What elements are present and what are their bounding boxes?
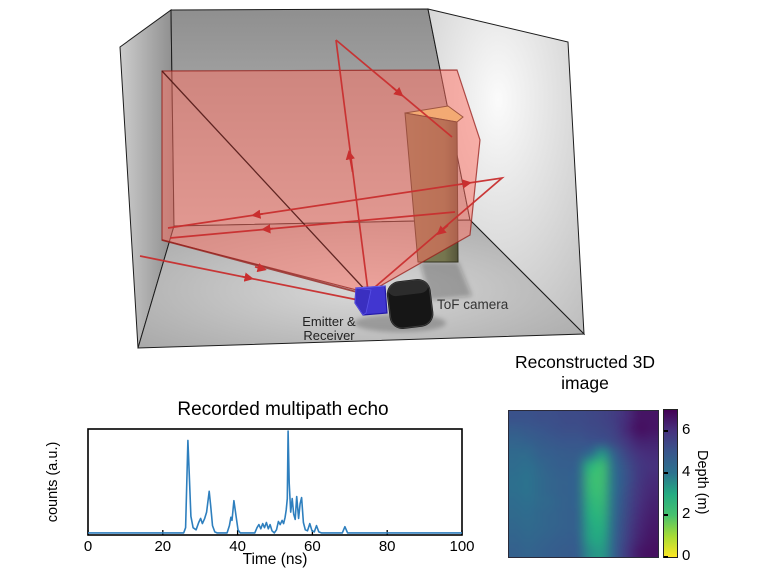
- arrow-to-emitter: [436, 224, 449, 236]
- echo-plot-box: [87, 428, 463, 536]
- colorbar-tick-label: 2: [682, 505, 691, 522]
- echo-signal-line: [88, 430, 462, 534]
- arrow-floor: [241, 272, 254, 282]
- arrow-down-right: [391, 86, 404, 97]
- ray-arrows: [241, 86, 472, 282]
- depth-image: [508, 410, 659, 558]
- colorbar-tick-label: 4: [682, 463, 691, 480]
- emitter-label-line2: Receiver: [303, 328, 355, 343]
- room-schematic: Emitter & Receiver ToF camera: [119, 8, 586, 349]
- arrow-up: [345, 150, 355, 173]
- colorbar-tick-mark: [664, 472, 668, 474]
- echo-tick-label: 80: [379, 538, 396, 555]
- arrow-fan-bottom: [254, 263, 267, 273]
- echo-tick-label: 60: [304, 538, 321, 555]
- echo-tick-label: 40: [229, 538, 246, 555]
- pillar-shadow: [420, 262, 472, 300]
- echo-tick-label: 100: [449, 538, 474, 555]
- echo-title: Recorded multipath echo: [177, 399, 388, 420]
- arrow-left-upper: [251, 209, 264, 219]
- colorbar-tick-mark: [664, 430, 668, 432]
- arrow-left-lower: [261, 224, 274, 234]
- echo-chart: Recorded multipath echo 0 20 40 60 80 100 Tim…: [45, 399, 475, 568]
- echo-x-ticks: 0 20 40 60 80 100: [84, 530, 475, 555]
- colorbar-tick-label: 6: [682, 421, 691, 438]
- emitter-box: [354, 285, 388, 316]
- echo-xlabel: Time (ns): [243, 551, 308, 568]
- ray-leftward: [169, 211, 456, 239]
- colorbar-tick-mark: [664, 514, 668, 516]
- fan-diagonal: [161, 70, 369, 294]
- ray-floor: [139, 255, 369, 303]
- colorbar-gradient: [664, 410, 677, 557]
- depth-image-title: Reconstructed 3D image: [514, 352, 656, 393]
- ray-wall-bounce: [167, 176, 505, 294]
- echo-ylabel: counts (a.u.): [45, 442, 61, 523]
- arrow-right: [459, 179, 472, 189]
- colorbar-tick-mark: [664, 556, 668, 558]
- tof-camera: [386, 278, 434, 330]
- colorbar-label: Depth (m): [694, 450, 710, 515]
- emitter-label-line1: Emitter &: [302, 314, 356, 329]
- colorbar-tick-label: 0: [682, 547, 691, 564]
- echo-tick-label: 20: [154, 538, 171, 555]
- tof-camera-label: ToF camera: [437, 297, 509, 312]
- depth-colorbar: 0 2 4 6: [663, 409, 690, 564]
- echo-tick-label: 0: [84, 538, 92, 555]
